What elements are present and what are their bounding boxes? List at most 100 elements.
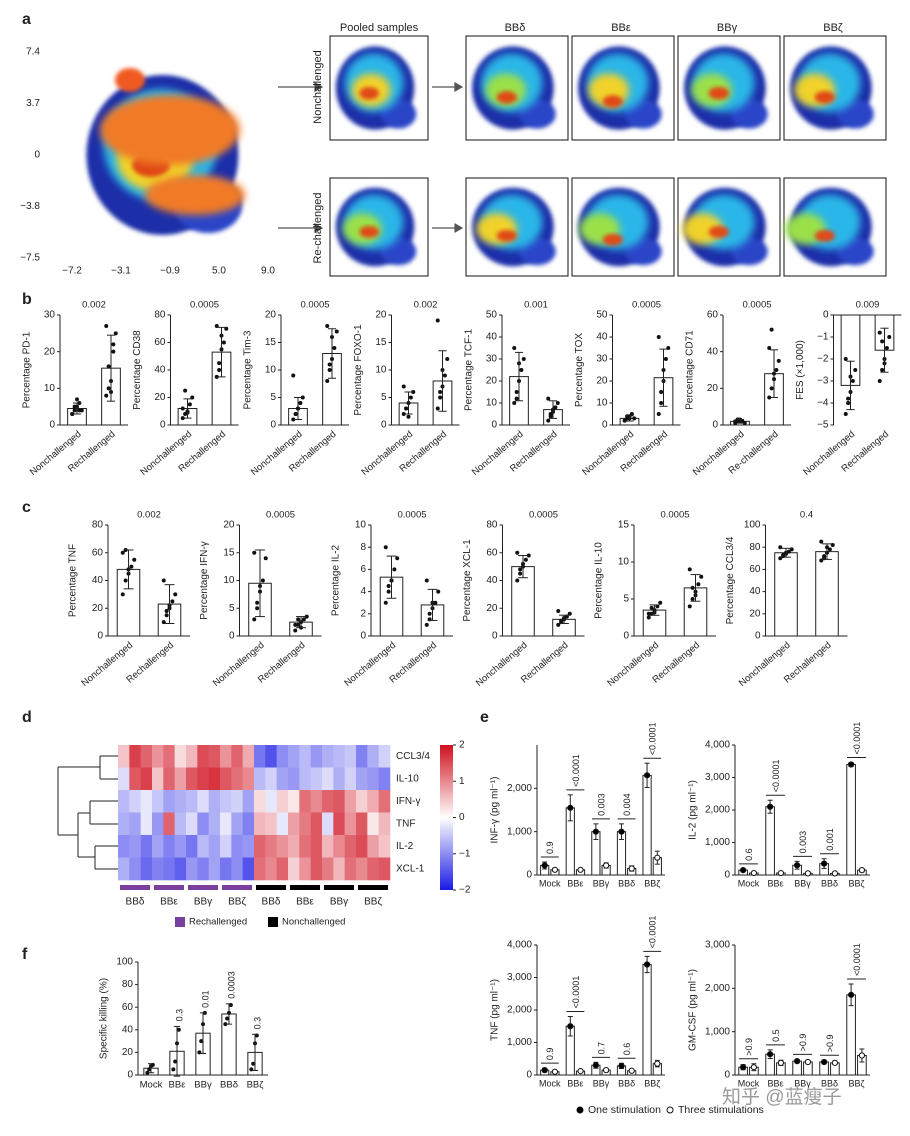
density-region <box>359 86 380 100</box>
heatmap-cell <box>356 767 368 791</box>
x-axis-label: −3.1 <box>111 266 131 277</box>
p-value: 0.0005 <box>529 510 558 521</box>
heatmap-cell <box>174 790 187 813</box>
group-bar <box>120 885 150 890</box>
heatmap-cell <box>174 835 187 858</box>
p-value: <0.0001 <box>852 943 862 976</box>
y-tick-label: 2,000 <box>507 783 532 794</box>
data-point <box>251 1061 256 1066</box>
x-tick-label: BBδ <box>618 878 635 888</box>
y-tick-label: 10 <box>596 398 608 409</box>
p-value: 0.9 <box>545 1048 555 1061</box>
data-point <box>567 1023 574 1030</box>
error-bar <box>659 348 668 407</box>
heatmap-cell <box>208 745 221 768</box>
x-tick-label: BBε <box>767 1078 783 1088</box>
data-point <box>386 584 391 589</box>
heatmap-cell <box>231 767 243 791</box>
density-plot <box>677 35 781 141</box>
data-point <box>603 1067 610 1074</box>
heatmap-cell <box>310 835 323 858</box>
heatmap-cell <box>254 745 266 768</box>
p-value: 0.001 <box>825 828 835 851</box>
heatmap-cell <box>276 767 289 791</box>
heatmap-cell <box>378 790 391 813</box>
data-point <box>75 397 79 402</box>
y-tick-label: 40 <box>122 1024 134 1035</box>
heatmap-cell <box>356 790 368 813</box>
p-value: 0.001 <box>524 300 548 311</box>
heatmap-cell <box>333 790 345 813</box>
y-tick-label: 30 <box>596 354 608 365</box>
heatmap-cell <box>208 835 221 858</box>
y-axis-title: Percentage PD-1 <box>22 331 33 408</box>
data-point <box>104 393 109 398</box>
p-value: 0.0005 <box>190 300 219 311</box>
heatmap-cell <box>299 812 311 836</box>
x-tick-label: BBδ <box>821 1078 838 1088</box>
heatmap-cell <box>322 857 334 881</box>
y-tick-label: 30 <box>486 354 498 365</box>
heatmap-cell <box>197 812 209 836</box>
error-bar <box>183 398 192 419</box>
x-axis-label: −7.2 <box>62 266 82 277</box>
x-tick-label: BBε <box>169 1080 187 1091</box>
y-tick-label: 0 <box>602 420 608 431</box>
data-point <box>740 1064 747 1071</box>
group-bar <box>256 885 286 890</box>
y-axis-title: Percentage TNF <box>68 544 79 617</box>
p-value: 0.003 <box>596 793 606 816</box>
y-tick-label: 60 <box>707 310 719 321</box>
heatmap-cell <box>129 857 141 881</box>
y-tick-label: 5 <box>229 603 235 614</box>
y-axis-title: Percentage Tim-3 <box>243 330 254 409</box>
data-point <box>435 406 440 411</box>
data-point <box>567 804 574 811</box>
y-tick-label: 15 <box>265 337 277 348</box>
heatmap-cell <box>197 767 209 791</box>
y-tick-label: 4 <box>360 586 366 597</box>
heatmap-cell <box>174 857 187 881</box>
heatmap-cell <box>118 790 130 813</box>
y-tick-label: −4 <box>817 398 829 409</box>
y-tick-label: 0 <box>97 631 103 642</box>
y-tick-label: 0 <box>724 870 730 881</box>
data-point <box>435 318 440 323</box>
x-tick-label: Nonchallenged <box>79 640 135 689</box>
data-point <box>514 390 519 394</box>
data-point <box>843 412 848 416</box>
x-tick-label: BBγ <box>593 1078 610 1088</box>
density-region <box>359 226 380 238</box>
bar <box>642 774 652 876</box>
data-point <box>123 578 128 583</box>
heatmap-cell <box>322 767 334 791</box>
y-tick-label: 20 <box>154 392 166 403</box>
y-tick-label: 0 <box>755 631 761 642</box>
y-tick-label: 80 <box>154 310 166 321</box>
y-axis-title: Percentage FOXO-1 <box>353 324 364 416</box>
y-tick-label: −5 <box>817 420 829 431</box>
data-point <box>777 1059 785 1066</box>
heatmap-cell <box>356 835 368 858</box>
heatmap-cell <box>322 790 334 813</box>
data-point <box>111 349 116 354</box>
data-point <box>72 404 77 409</box>
heatmap-cell <box>118 745 130 768</box>
p-value: 0.4 <box>800 510 813 521</box>
data-point <box>404 406 409 411</box>
y-tick-label: 15 <box>375 337 387 348</box>
heatmap-cell <box>152 835 164 858</box>
data-point <box>327 362 332 367</box>
data-point <box>546 396 551 401</box>
data-point <box>740 867 747 874</box>
heatmap-cell <box>186 745 198 768</box>
row-label: IL-2 <box>396 841 414 852</box>
data-point <box>858 867 866 874</box>
error-bar <box>106 334 116 402</box>
panel-label: a <box>22 11 31 28</box>
heatmap-cell <box>231 812 243 836</box>
y-tick-label: 5 <box>270 392 276 403</box>
error-bar <box>880 327 889 373</box>
heatmap-cell <box>344 857 357 881</box>
row-label: IFN-γ <box>396 796 420 807</box>
